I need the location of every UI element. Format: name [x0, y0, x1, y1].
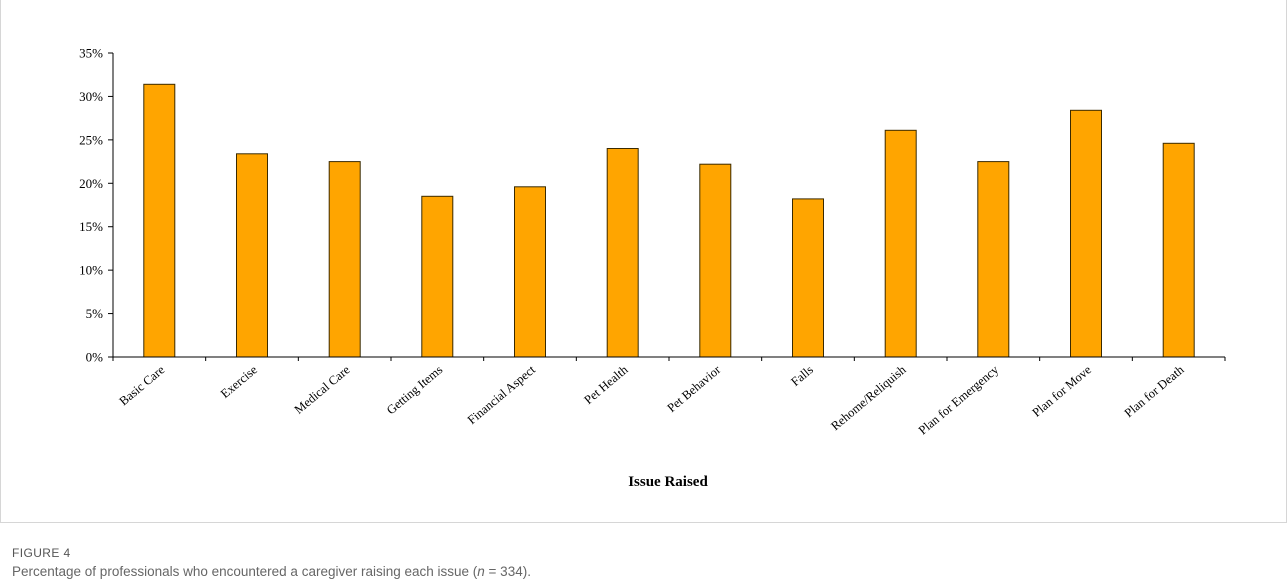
x-axis-title: Issue Raised	[628, 474, 708, 490]
x-tick-label: Pet Health	[581, 362, 631, 407]
x-tick-label: Exercise	[218, 362, 260, 401]
bar-rehome-reliquish	[884, 129, 917, 358]
x-tick-label: Getting Items	[384, 362, 445, 417]
bar-plan-for-move	[1070, 109, 1102, 358]
bar-pet-health	[606, 148, 639, 358]
y-tick-label: 30%	[79, 89, 103, 104]
bar-falls	[792, 198, 824, 358]
caption-text-end: = 334).	[484, 564, 531, 579]
bar-pet-behavior	[699, 163, 732, 358]
y-tick-label: 15%	[79, 219, 103, 234]
bar-plan-for-death	[1162, 142, 1195, 358]
bar-chart: 0% 5% 10% 15% 20% 25% 30% 35% Basic Care Exercise…	[79, 46, 1226, 490]
x-tick-label: Pet Behavior	[665, 362, 724, 415]
x-tick-label: Plan for Emergency	[916, 362, 1002, 437]
bar-medical-care	[328, 161, 361, 358]
x-tick-label: Plan for Move	[1030, 362, 1095, 419]
y-tick-label: 10%	[79, 263, 103, 278]
y-tick-label: 0%	[86, 350, 104, 365]
axes-layer	[108, 52, 1226, 361]
y-tick-label: 25%	[79, 132, 103, 147]
x-tick-label: Financial Aspect	[465, 362, 538, 427]
figure-label: FIGURE 4	[12, 546, 71, 560]
x-tick-label: Rehome/Reliquish	[828, 362, 909, 433]
bar-basic-care	[143, 83, 176, 358]
x-tick-label: Falls	[788, 362, 816, 388]
bar-getting-items	[421, 195, 454, 358]
x-tick-label: Medical Care	[292, 362, 353, 417]
bar-financial-aspect	[514, 186, 546, 358]
bar-plan-for-emergency	[977, 161, 1010, 358]
caption-text-start: Percentage of professionals who encounte…	[12, 564, 478, 579]
bar-exercise	[236, 153, 268, 358]
bars-layer	[143, 83, 1195, 358]
y-tick-label: 35%	[79, 46, 103, 61]
x-tick-label: Plan for Death	[1122, 362, 1187, 420]
y-tick-label: 20%	[79, 176, 103, 191]
caption-n-symbol: n	[477, 564, 485, 579]
x-tick-label: Basic Care	[117, 362, 168, 408]
figure-caption: Percentage of professionals who encounte…	[12, 564, 531, 579]
y-tick-label: 5%	[86, 306, 104, 321]
